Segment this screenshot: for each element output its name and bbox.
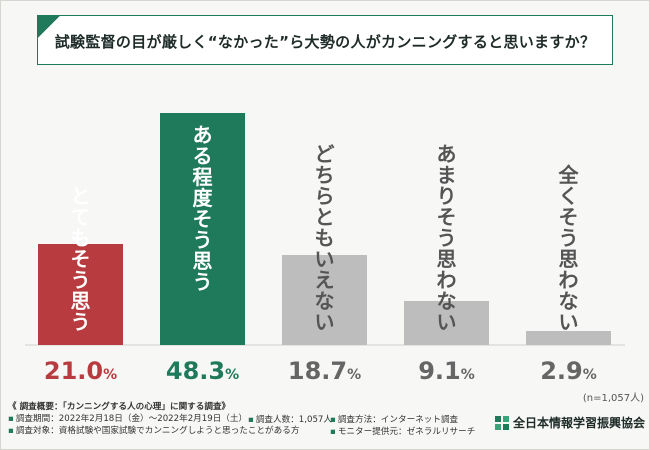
bar-5 — [526, 331, 611, 345]
bar-category-label: どちらともいえない — [315, 142, 335, 334]
bar-value-label: 2.9% — [540, 357, 597, 385]
survey-provider: モニター提供元：ゼネラルリサーチ — [337, 427, 476, 437]
survey-method: 調査方法：インターネット調査 — [337, 415, 459, 425]
survey-provider-block: ▪ モニター提供元：ゼネラルリサーチ — [330, 427, 476, 437]
bar-category-label: あまりそう思わない — [437, 142, 457, 334]
survey-summary-row: ▪ 調査期間：2022年2月18日（金）～2022年2月19日（土） — [8, 414, 248, 424]
survey-count: 調査人数：1,057人 — [255, 415, 332, 425]
survey-method-block: ▪ 調査方法：インターネット調査 — [330, 415, 459, 425]
survey-summary-heading: 《 調査概要：「カンニングする人の心理」に関する調査》 — [8, 402, 231, 412]
title-corner-accent — [38, 16, 60, 38]
bar-2 — [160, 113, 245, 345]
bar-category-label: 全くそう思わない — [558, 163, 580, 334]
bar-category-label: ある程度そう思う — [193, 123, 214, 294]
survey-summary-row: ▪ 調査対象：資格試験や国家試験でカンニングしようと思ったことがある方 — [8, 426, 300, 436]
bar-category-label: とてもそう思う — [71, 184, 91, 334]
organization-name: 全日本情報学習振興協会 — [513, 416, 646, 430]
bar-value-label: 18.7% — [288, 357, 361, 385]
bar-value-label: 21.0% — [44, 357, 117, 385]
chart-title: 試験監督の目が厳しく“なかった”ら大勢の人がカンニングすると思いますか？ — [54, 33, 596, 51]
bar-value-label: 48.3% — [166, 357, 239, 385]
bar-1 — [38, 244, 123, 345]
survey-target: 調査対象：資格試験や国家試験でカンニングしようと思ったことがある方 — [15, 426, 300, 436]
survey-summary: 《 調査概要：「カンニングする人の心理」に関する調査》 ▪ 調査期間：2022年2… — [8, 401, 478, 437]
title-box: 試験監督の目が厳しく“なかった”ら大勢の人がカンニングすると思いますか？ — [37, 15, 613, 65]
bar-value-label: 9.1% — [418, 357, 475, 385]
bar-4 — [404, 301, 489, 345]
organization-logo: 全日本情報学習振興協会 — [495, 414, 645, 431]
survey-count-block: ▪ 調査人数：1,057人 — [248, 415, 332, 425]
bar-3 — [282, 255, 367, 345]
survey-period: 調査期間：2022年2月18日（金）～2022年2月19日（土） — [15, 414, 248, 424]
sample-size-note: (n=1,057人) — [582, 393, 644, 404]
organization-logo-icon — [495, 415, 509, 430]
